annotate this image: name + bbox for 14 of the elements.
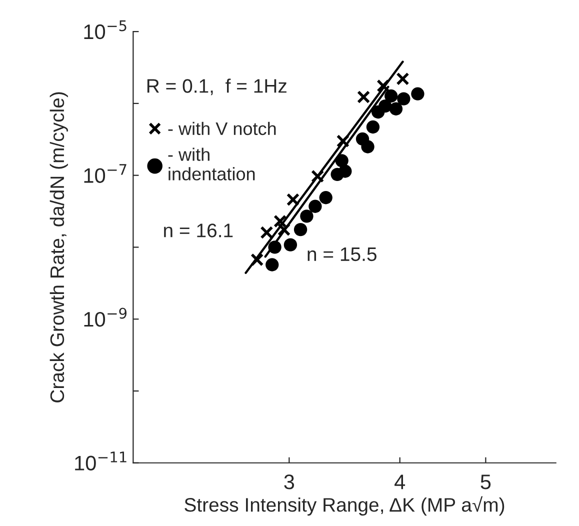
legend-label: - with indentation (168, 148, 255, 180)
annotation: R = 0.1, f = 1Hz (147, 78, 286, 96)
x-axis-title: Stress Intensity Range, ΔK (MP a√m) (184, 496, 504, 516)
x-tick-label: 3 (284, 474, 294, 490)
annotation: n = 16.1 (164, 224, 233, 238)
legend-label: - with V notch (168, 122, 276, 136)
y-tick-label: 10$^{−5}$ (84, 20, 126, 40)
y-axis-title: Crack Growth Rate, da/dN (m/cycle) (50, 92, 68, 402)
y-tick-label: 10$^{−11}$ (75, 452, 126, 470)
annotation: n = 15.5 (308, 247, 376, 262)
y-tick-label: 10$^{−9}$ (84, 308, 127, 327)
x-tick-label: 5 (480, 474, 491, 490)
y-tick-label: 10$^{−7}$ (84, 164, 126, 183)
x-tick-label: 4 (394, 474, 406, 490)
